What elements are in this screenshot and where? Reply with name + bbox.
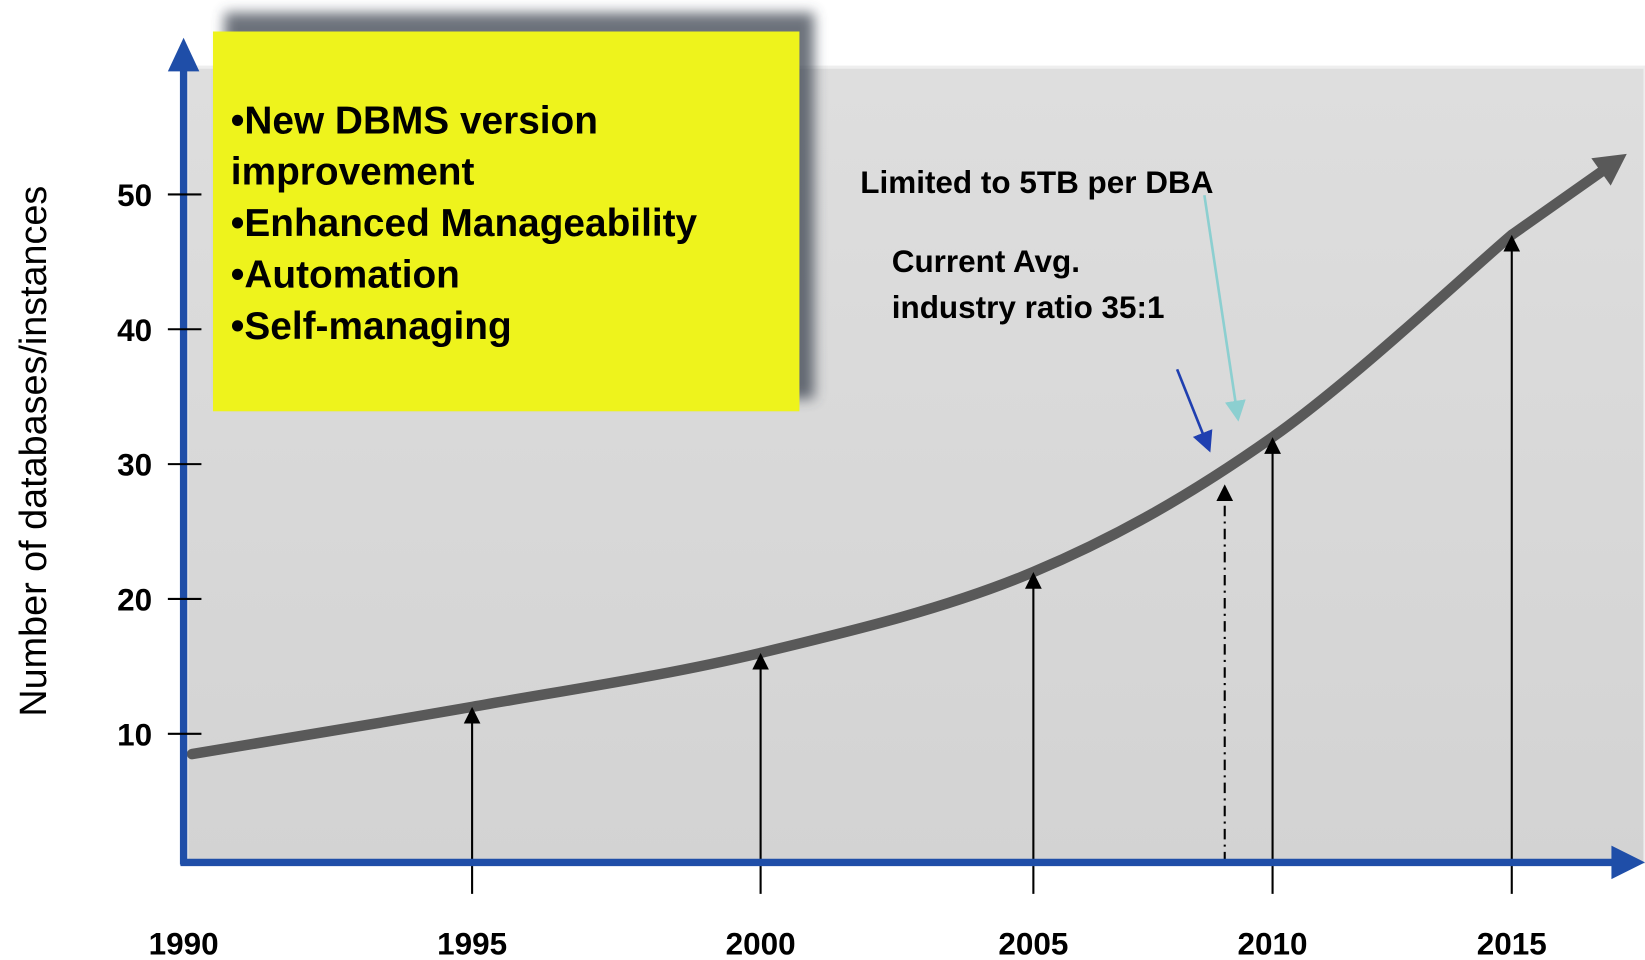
trend-line	[186, 229, 1518, 760]
trend-extension	[1506, 161, 1614, 241]
y-axis-label: Number of databases/instances	[13, 186, 55, 717]
y-tick-label: 20	[117, 583, 152, 618]
callout-line: improvement	[231, 151, 475, 194]
callout-line: •Self-managing	[231, 305, 512, 348]
x-tick-label: 2010	[1238, 927, 1308, 960]
annotation: Limited to 5TB per DBA	[860, 165, 1213, 200]
x-axis-arrow	[1611, 845, 1645, 880]
annotation: Current Avg.	[892, 244, 1080, 279]
y-tick-label: 50	[117, 178, 152, 213]
callout-line: •Automation	[231, 253, 460, 296]
callout-line: •Enhanced Manageability	[231, 202, 698, 245]
marks	[186, 153, 1627, 894]
x-tick-label: 2005	[998, 927, 1068, 960]
callout-text: •New DBMS version improvement •Enhanced Ma…	[231, 99, 698, 348]
callout-box	[212, 31, 800, 412]
annotation-arrow	[1203, 194, 1246, 422]
x-tick-label: 2015	[1477, 927, 1547, 960]
x-tick-label: 1995	[437, 927, 507, 960]
trend-arrowhead	[1591, 153, 1627, 186]
y-tick-label: 40	[117, 313, 152, 348]
x-tick-label: 1990	[149, 927, 219, 960]
callout-line: •New DBMS version	[231, 99, 598, 142]
x-tick-label: 2000	[726, 927, 796, 960]
annotation: industry ratio 35:1	[892, 290, 1165, 325]
annotation-arrow	[1175, 368, 1213, 453]
y-tick-label: 30	[117, 448, 152, 483]
y-axis-arrow	[167, 37, 200, 72]
y-tick-label: 10	[117, 717, 152, 752]
